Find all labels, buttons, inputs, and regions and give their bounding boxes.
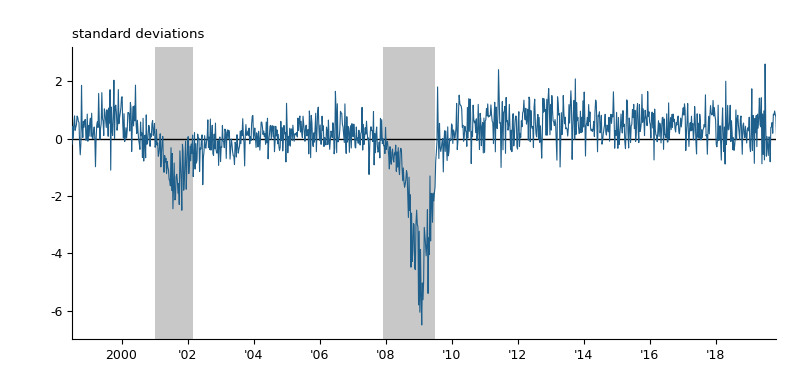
Text: standard deviations: standard deviations <box>72 28 204 41</box>
Bar <box>383 47 435 339</box>
Bar <box>154 47 193 339</box>
